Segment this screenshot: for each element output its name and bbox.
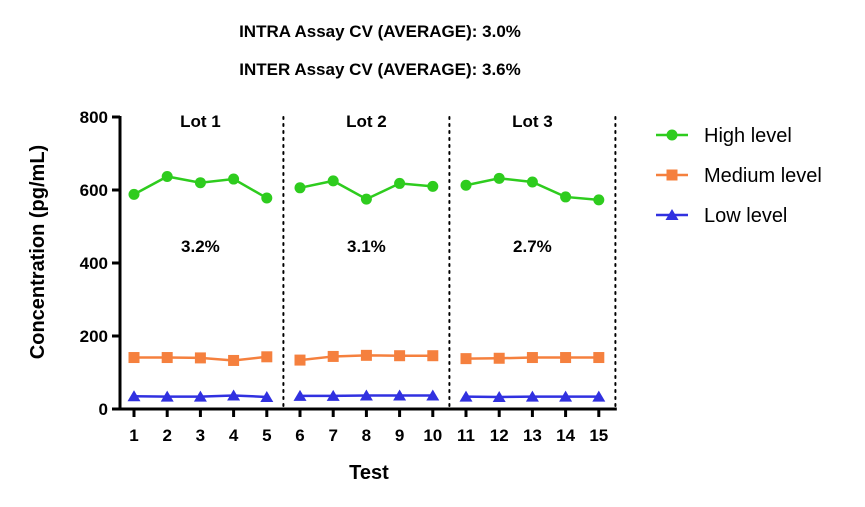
y-tick-label-600: 600 bbox=[80, 181, 108, 200]
medium-level-point-1 bbox=[128, 352, 140, 364]
high-level-point-10 bbox=[427, 180, 439, 192]
y-axis-label: Concentration (pg/mL) bbox=[27, 145, 49, 359]
medium-level-point-14 bbox=[560, 352, 572, 364]
high-level-point-7 bbox=[327, 175, 339, 187]
y-tick-label-0: 0 bbox=[99, 400, 108, 419]
low-level-point-6 bbox=[293, 389, 307, 401]
low-level-point-2 bbox=[160, 390, 174, 402]
high-level-point-8 bbox=[360, 193, 372, 205]
x-tick-label-11: 11 bbox=[457, 426, 475, 445]
high-level-point-14 bbox=[560, 191, 572, 203]
x-tick-label-5: 5 bbox=[262, 426, 271, 445]
x-tick-label-8: 8 bbox=[362, 426, 371, 445]
lot-label-1: Lot 1 bbox=[180, 112, 221, 131]
low-level-point-14 bbox=[559, 390, 573, 402]
legend-marker-medium-level bbox=[666, 169, 678, 181]
x-tick-label-6: 6 bbox=[295, 426, 304, 445]
intra-assay-cv-title: INTRA Assay CV (AVERAGE): 3.0% bbox=[239, 22, 521, 41]
x-tick-label-12: 12 bbox=[490, 426, 509, 445]
high-level-point-1 bbox=[128, 188, 140, 200]
medium-level-point-13 bbox=[526, 352, 538, 364]
y-tick-label-200: 200 bbox=[80, 327, 108, 346]
low-level-point-1 bbox=[127, 390, 141, 402]
low-level-point-12 bbox=[492, 390, 506, 402]
medium-level-point-15 bbox=[593, 352, 605, 364]
x-tick-label-7: 7 bbox=[328, 426, 337, 445]
legend-label-low-level: Low level bbox=[704, 205, 787, 227]
lot-cv-label-2: 3.1% bbox=[347, 237, 386, 256]
lot-label-3: Lot 3 bbox=[512, 112, 553, 131]
medium-level-point-2 bbox=[161, 352, 173, 364]
high-level-point-13 bbox=[526, 176, 538, 188]
medium-level-point-8 bbox=[360, 349, 372, 361]
high-level-point-6 bbox=[294, 182, 306, 194]
legend-label-medium-level: Medium level bbox=[704, 165, 822, 187]
x-axis-label: Test bbox=[349, 462, 389, 484]
medium-level-point-10 bbox=[427, 350, 439, 362]
low-level-point-11 bbox=[459, 390, 473, 402]
lot-cv-label-1: 3.2% bbox=[181, 237, 220, 256]
y-tick-label-400: 400 bbox=[80, 254, 108, 273]
legend-label-high-level: High level bbox=[704, 125, 792, 147]
medium-level-point-3 bbox=[194, 352, 206, 364]
low-level-point-13 bbox=[525, 390, 539, 402]
x-tick-label-2: 2 bbox=[162, 426, 171, 445]
x-tick-label-13: 13 bbox=[523, 426, 542, 445]
x-tick-label-1: 1 bbox=[129, 426, 138, 445]
high-level-point-11 bbox=[460, 179, 472, 191]
low-level-point-15 bbox=[592, 390, 606, 402]
medium-level-point-9 bbox=[394, 350, 406, 362]
legend-marker-low-level bbox=[665, 209, 679, 220]
low-level-point-4 bbox=[227, 389, 241, 401]
low-level-point-7 bbox=[326, 389, 340, 401]
low-level-point-9 bbox=[393, 389, 407, 401]
high-level-point-9 bbox=[394, 177, 406, 189]
lot-cv-label-3: 2.7% bbox=[513, 237, 552, 256]
low-level-point-3 bbox=[193, 390, 207, 402]
high-level-point-15 bbox=[593, 194, 605, 206]
low-level-point-8 bbox=[359, 389, 373, 401]
low-level-point-5 bbox=[260, 390, 274, 402]
x-tick-label-3: 3 bbox=[196, 426, 205, 445]
medium-level-point-4 bbox=[228, 354, 240, 366]
high-level-point-3 bbox=[194, 177, 206, 189]
medium-level-point-6 bbox=[294, 354, 306, 366]
lot-label-2: Lot 2 bbox=[346, 112, 387, 131]
high-level-point-2 bbox=[161, 170, 173, 182]
high-level-point-4 bbox=[228, 173, 240, 185]
low-level-point-10 bbox=[426, 389, 440, 401]
y-tick-label-800: 800 bbox=[80, 108, 108, 127]
inter-assay-cv-title: INTER Assay CV (AVERAGE): 3.6% bbox=[239, 60, 521, 79]
high-level-point-5 bbox=[261, 192, 273, 204]
legend-marker-high-level bbox=[666, 129, 678, 141]
medium-level-point-12 bbox=[493, 352, 505, 364]
x-tick-label-10: 10 bbox=[423, 426, 442, 445]
x-tick-label-4: 4 bbox=[229, 426, 239, 445]
x-tick-label-15: 15 bbox=[589, 426, 608, 445]
medium-level-point-7 bbox=[327, 350, 339, 362]
x-tick-label-14: 14 bbox=[556, 426, 575, 445]
x-tick-label-9: 9 bbox=[395, 426, 404, 445]
medium-level-point-5 bbox=[261, 351, 273, 363]
high-level-point-12 bbox=[493, 172, 505, 184]
medium-level-point-11 bbox=[460, 353, 472, 365]
